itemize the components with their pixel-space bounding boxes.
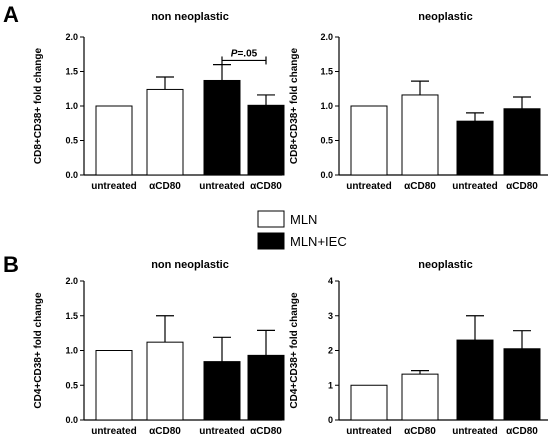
bar-cd8-non-neoplastic-2 [203, 79, 241, 176]
y-tick-label-cd8-non-neoplastic: 1.5 [65, 67, 78, 77]
chart-cd8-neoplastic: neoplastic 0.0 0.5 1.0 1.5 2.0 CD8+CD38+ fold … [289, 11, 548, 192]
bar-cd8-non-neoplastic-1 [146, 88, 184, 176]
y-tick-label-cd4-neoplastic: 1 [328, 380, 333, 390]
legend-label-mln: MLN [290, 212, 317, 227]
y-tick-label-cd4-non-neoplastic: 2.0 [65, 276, 78, 286]
y-tick-label-cd4-neoplastic: 4 [328, 276, 333, 286]
chart-cd8-non-neoplastic: non neoplastic 0.0 0.5 1.0 1.5 2.0 CD8+CD38+ f… [33, 11, 285, 192]
bar-cd4-non-neoplastic-3 [247, 354, 285, 421]
bar-cd4-neoplastic-0 [350, 384, 388, 421]
bar-cd4-non-neoplastic-1 [146, 341, 184, 421]
category-label-cd4-non-neoplastic-1: αCD80 [149, 426, 181, 434]
y-tick-label-cd8-non-neoplastic: 1.0 [65, 101, 78, 111]
y-tick-label-cd4-neoplastic: 3 [328, 311, 333, 321]
category-label-cd4-neoplastic-3: αCD80 [506, 426, 538, 434]
category-label-cd4-neoplastic-0: untreated [346, 426, 392, 434]
bar-cd4-neoplastic-3 [503, 348, 541, 421]
legend-label-mln-iec: MLN+IEC [290, 234, 347, 249]
category-label-cd4-non-neoplastic-0: untreated [91, 426, 137, 434]
category-label-cd4-neoplastic-1: αCD80 [404, 426, 436, 434]
bar-cd8-neoplastic-0 [350, 105, 388, 176]
category-label-cd8-non-neoplastic-3: αCD80 [250, 181, 282, 192]
y-tick-label-cd8-neoplastic: 0.0 [320, 170, 333, 180]
bar-cd8-neoplastic-1 [401, 94, 439, 176]
y-tick-label-cd4-non-neoplastic: 0.0 [65, 415, 78, 425]
y-tick-label-cd8-neoplastic: 2.0 [320, 32, 333, 42]
y-tick-label-cd8-non-neoplastic: 0.0 [65, 170, 78, 180]
chart-cd4-non-neoplastic: non neoplastic 0.0 0.5 1.0 1.5 2.0 CD4+CD38+ f… [33, 259, 285, 434]
category-label-cd8-neoplastic-3: αCD80 [506, 181, 538, 192]
legend-swatch-mln-iec [257, 232, 285, 250]
bar-cd8-non-neoplastic-3 [247, 104, 285, 176]
bar-cd8-neoplastic-3 [503, 108, 541, 176]
bar-cd4-neoplastic-1 [401, 373, 439, 421]
chart-title-cd8-non-neoplastic: non neoplastic [151, 11, 229, 23]
chart-title-cd4-neoplastic: neoplastic [418, 259, 472, 271]
bar-cd4-non-neoplastic-2 [203, 361, 241, 421]
bar-cd4-neoplastic-2 [456, 339, 494, 421]
category-label-cd4-non-neoplastic-3: αCD80 [250, 426, 282, 434]
chart-title-cd8-neoplastic: neoplastic [418, 11, 472, 23]
y-tick-label-cd4-non-neoplastic: 0.5 [65, 380, 78, 390]
y-axis-label-cd8-non-neoplastic: CD8+CD38+ fold change [33, 47, 44, 164]
y-tick-label-cd8-neoplastic: 1.0 [320, 101, 333, 111]
y-tick-label-cd8-neoplastic: 0.5 [320, 136, 333, 146]
panel-letter-b: B [3, 252, 19, 277]
bar-cd8-non-neoplastic-0 [95, 105, 133, 176]
category-label-cd8-non-neoplastic-2: untreated [199, 181, 245, 192]
y-tick-label-cd4-neoplastic: 0 [328, 415, 333, 425]
category-label-cd8-non-neoplastic-0: untreated [91, 181, 137, 192]
y-tick-label-cd4-neoplastic: 2 [328, 346, 333, 356]
chart-title-cd4-non-neoplastic: non neoplastic [151, 259, 229, 271]
y-tick-label-cd4-non-neoplastic: 1.0 [65, 346, 78, 356]
category-label-cd8-non-neoplastic-1: αCD80 [149, 181, 181, 192]
panel-letter-a: A [3, 2, 19, 27]
bar-cd4-non-neoplastic-0 [95, 350, 133, 421]
category-label-cd8-neoplastic-2: untreated [452, 181, 498, 192]
category-label-cd4-non-neoplastic-2: untreated [199, 426, 245, 434]
legend-swatch-mln [257, 210, 285, 228]
y-axis-label-cd4-neoplastic: CD4+CD38+ fold change [289, 292, 300, 409]
y-tick-label-cd8-neoplastic: 1.5 [320, 67, 333, 77]
y-axis-label-cd4-non-neoplastic: CD4+CD38+ fold change [33, 292, 44, 409]
y-tick-label-cd4-non-neoplastic: 1.5 [65, 311, 78, 321]
legend: MLN MLN+IEC [257, 210, 347, 250]
category-label-cd4-neoplastic-2: untreated [452, 426, 498, 434]
chart-cd4-neoplastic: neoplastic 0 1 2 3 4 CD4+CD38+ fold change untr… [289, 259, 548, 434]
y-axis-label-cd8-neoplastic: CD8+CD38+ fold change [289, 47, 300, 164]
bar-cd8-neoplastic-2 [456, 120, 494, 176]
category-label-cd8-neoplastic-0: untreated [346, 181, 392, 192]
category-label-cd8-neoplastic-1: αCD80 [404, 181, 436, 192]
y-tick-label-cd8-non-neoplastic: 2.0 [65, 32, 78, 42]
y-tick-label-cd8-non-neoplastic: 0.5 [65, 136, 78, 146]
p-value-label: P=.05 [231, 48, 258, 59]
